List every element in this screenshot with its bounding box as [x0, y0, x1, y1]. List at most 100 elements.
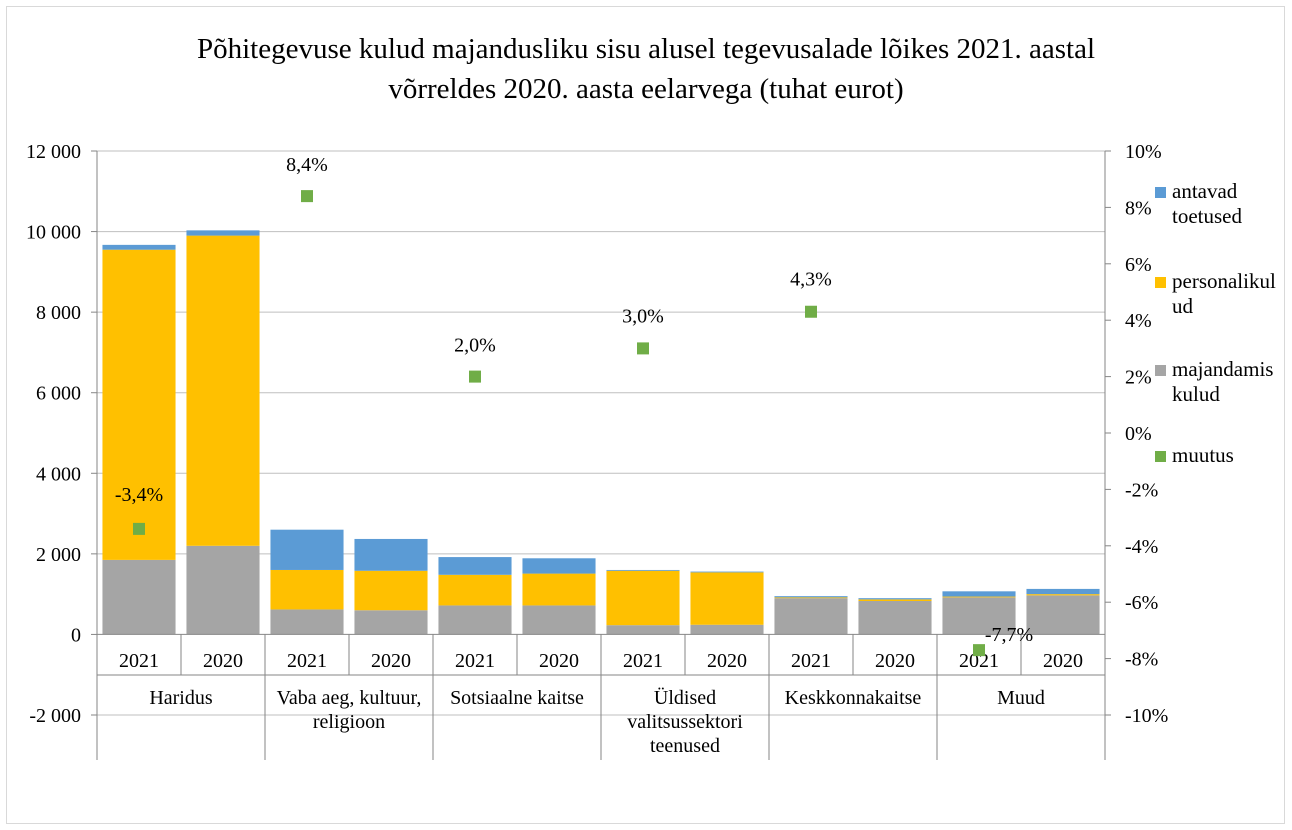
- year-label-3: 2020: [371, 650, 411, 672]
- bar-majandamis-kulud-1: [186, 545, 260, 635]
- bar-personalikulud-1: [186, 235, 260, 546]
- group-label-1-1: religioon: [313, 711, 385, 733]
- bar-antavad-toetused-8: [774, 596, 848, 598]
- left-tick-label-0: -2 000: [29, 705, 81, 727]
- change-label-4: 4,3%: [790, 269, 832, 291]
- legend-label-antavad-toetused-1: toetused: [1172, 204, 1242, 228]
- year-label-6: 2021: [623, 650, 663, 672]
- change-label-2: 2,0%: [454, 335, 496, 357]
- year-label-2: 2021: [287, 650, 327, 672]
- year-label-1: 2020: [203, 650, 243, 672]
- right-tick-label-10: 10%: [1125, 141, 1162, 163]
- year-label-5: 2020: [539, 650, 579, 672]
- right-tick-label-7: 4%: [1125, 310, 1152, 332]
- bar-antavad-toetused-1: [186, 230, 260, 236]
- right-tick-label-1: -8%: [1125, 649, 1158, 671]
- right-tick-label-9: 8%: [1125, 197, 1152, 219]
- bar-majandamis-kulud-10: [942, 597, 1016, 635]
- legend-label-antavad-toetused-0: antavad: [1172, 179, 1238, 203]
- bar-personalikulud-4: [438, 574, 512, 606]
- change-marker-2: [469, 370, 481, 383]
- group-label-2-0: Sotsiaalne kaitse: [450, 687, 584, 709]
- group-label-4-0: Keskkonnakaitse: [785, 687, 922, 709]
- change-marker-5: [973, 644, 985, 657]
- legend-swatch-antavad-toetused: [1155, 187, 1166, 198]
- right-tick-label-5: 0%: [1125, 423, 1152, 445]
- bar-personalikulud-9: [858, 599, 932, 601]
- bar-majandamis-kulud-2: [270, 609, 344, 635]
- year-label-4: 2021: [455, 650, 495, 672]
- change-marker-4: [805, 305, 817, 318]
- right-tick-label-3: -4%: [1125, 536, 1158, 558]
- year-label-0: 2021: [119, 650, 159, 672]
- bar-personalikulud-10: [942, 596, 1016, 598]
- chart-title-line-1: Põhitegevuse kulud majandusliku sisu alu…: [196, 33, 1096, 65]
- bar-personalikulud-6: [606, 570, 680, 626]
- bar-majandamis-kulud-9: [858, 600, 932, 635]
- left-tick-label-5: 8 000: [36, 302, 81, 324]
- change-marker-0: [133, 522, 145, 535]
- change-label-5: -7,7%: [985, 624, 1033, 646]
- change-label-3: 3,0%: [622, 305, 664, 327]
- legend-label-personalikulud-1: ud: [1172, 294, 1194, 318]
- left-tick-label-6: 10 000: [26, 222, 81, 244]
- chart-title-line-2: võrreldes 2020. aasta eelarvega (tuhat e…: [388, 73, 904, 105]
- legend-label-majandamis-kulud-1: kulud: [1172, 382, 1220, 406]
- group-label-1-0: Vaba aeg, kultuur,: [277, 687, 422, 709]
- right-tick-label-6: 2%: [1125, 367, 1152, 389]
- change-label-0: -3,4%: [115, 484, 163, 506]
- bar-majandamis-kulud-0: [102, 559, 176, 635]
- year-label-10: 2021: [959, 650, 999, 672]
- bar-majandamis-kulud-3: [354, 610, 428, 635]
- bar-personalikulud-11: [1026, 594, 1100, 596]
- year-label-11: 2020: [1043, 650, 1083, 672]
- bar-personalikulud-2: [270, 569, 344, 610]
- legend-swatch-personalikulud: [1155, 277, 1166, 288]
- year-label-7: 2020: [707, 650, 747, 672]
- bar-antavad-toetused-2: [270, 529, 344, 570]
- left-tick-label-4: 6 000: [36, 383, 81, 405]
- change-marker-1: [301, 190, 313, 203]
- bar-personalikulud-8: [774, 597, 848, 599]
- bar-majandamis-kulud-5: [522, 605, 596, 635]
- bar-majandamis-kulud-6: [606, 625, 680, 635]
- legend-swatch-majandamis-kulud: [1155, 365, 1166, 376]
- left-tick-label-7: 12 000: [26, 141, 81, 163]
- change-label-1: 8,4%: [286, 154, 328, 176]
- bar-personalikulud-3: [354, 570, 428, 611]
- bar-antavad-toetused-6: [606, 569, 680, 571]
- bar-majandamis-kulud-7: [690, 624, 764, 635]
- year-label-8: 2021: [791, 650, 831, 672]
- group-label-3-0: Üldised: [654, 686, 716, 709]
- legend-label-personalikulud-0: personalikul: [1172, 269, 1276, 293]
- right-tick-label-0: -10%: [1125, 705, 1168, 727]
- legend-label-muutus-0: muutus: [1172, 443, 1234, 467]
- group-label-5-0: Muud: [997, 687, 1045, 709]
- bar-personalikulud-5: [522, 573, 596, 606]
- legend-swatch-muutus: [1155, 451, 1166, 462]
- group-label-3-2: teenused: [650, 735, 720, 757]
- bar-antavad-toetused-11: [1026, 588, 1100, 595]
- left-tick-label-3: 4 000: [36, 463, 81, 485]
- legend-label-majandamis-kulud-0: majandamis: [1172, 357, 1273, 381]
- bar-antavad-toetused-0: [102, 244, 176, 250]
- bar-personalikulud-0: [102, 249, 176, 560]
- right-tick-label-4: -2%: [1125, 479, 1158, 501]
- bar-antavad-toetused-9: [858, 598, 932, 600]
- chart-frame: [6, 6, 1285, 824]
- bar-antavad-toetused-7: [690, 571, 764, 573]
- bar-antavad-toetused-5: [522, 558, 596, 574]
- left-tick-label-1: 0: [71, 624, 81, 646]
- change-marker-3: [637, 342, 649, 355]
- right-tick-label-2: -6%: [1125, 592, 1158, 614]
- bar-majandamis-kulud-8: [774, 598, 848, 635]
- bar-antavad-toetused-3: [354, 538, 428, 571]
- left-tick-label-2: 2 000: [36, 544, 81, 566]
- bar-personalikulud-7: [690, 572, 764, 625]
- bar-majandamis-kulud-4: [438, 605, 512, 635]
- year-label-9: 2020: [875, 650, 915, 672]
- group-label-0-0: Haridus: [149, 687, 213, 709]
- bar-antavad-toetused-10: [942, 591, 1016, 597]
- right-tick-label-8: 6%: [1125, 254, 1152, 276]
